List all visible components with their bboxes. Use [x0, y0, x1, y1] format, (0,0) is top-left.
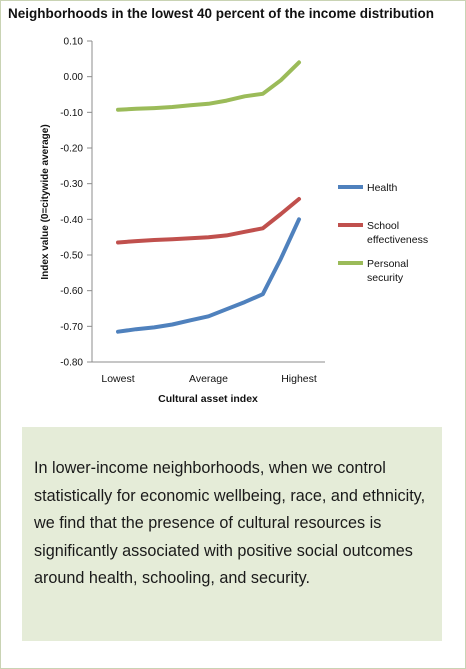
series-line [116, 60, 301, 112]
y-tick-label: -0.60 [60, 286, 83, 297]
x-tick-label: Lowest [101, 373, 134, 385]
legend-label: School effectiveness [367, 220, 428, 246]
legend: Health School effectiveness Personal securit… [338, 182, 428, 284]
line-chart: 0.10 0.00 -0.10 -0.20 -0.30 -0.40 -0.50 -0.60 -0… [40, 37, 428, 406]
y-tick-label: -0.40 [60, 215, 83, 226]
legend-label: Health [367, 182, 398, 194]
series-line [116, 197, 301, 245]
chart-title: Neighborhoods in the lowest 40 percent o… [8, 6, 435, 21]
y-tick-label: -0.20 [60, 144, 83, 155]
legend-label: Personal security [367, 258, 408, 284]
y-axis-label: Index value (0=citywide average) [40, 124, 51, 279]
y-axis: 0.10 0.00 -0.10 -0.20 -0.30 -0.40 -0.50 -0.60 -0… [60, 37, 93, 369]
y-tick-label: 0.10 [64, 37, 84, 48]
series-lines [116, 60, 301, 334]
y-tick-label: -0.70 [60, 322, 83, 333]
y-tick-label: 0.00 [64, 72, 84, 83]
x-tick-label: Highest [281, 373, 317, 385]
y-tick-label: -0.80 [60, 358, 83, 369]
x-axis-label: Cultural asset index [158, 393, 258, 405]
y-tick-label: -0.10 [60, 108, 83, 119]
summary-text: In lower-income neighborhoods, when we c… [34, 459, 426, 587]
series-line [116, 217, 301, 334]
summary-callout: In lower-income neighborhoods, when we c… [22, 427, 442, 641]
y-tick-label: -0.30 [60, 179, 83, 190]
x-axis: Lowest Average Highest [92, 361, 325, 385]
x-tick-label: Average [189, 373, 228, 385]
y-tick-label: -0.50 [60, 251, 83, 262]
